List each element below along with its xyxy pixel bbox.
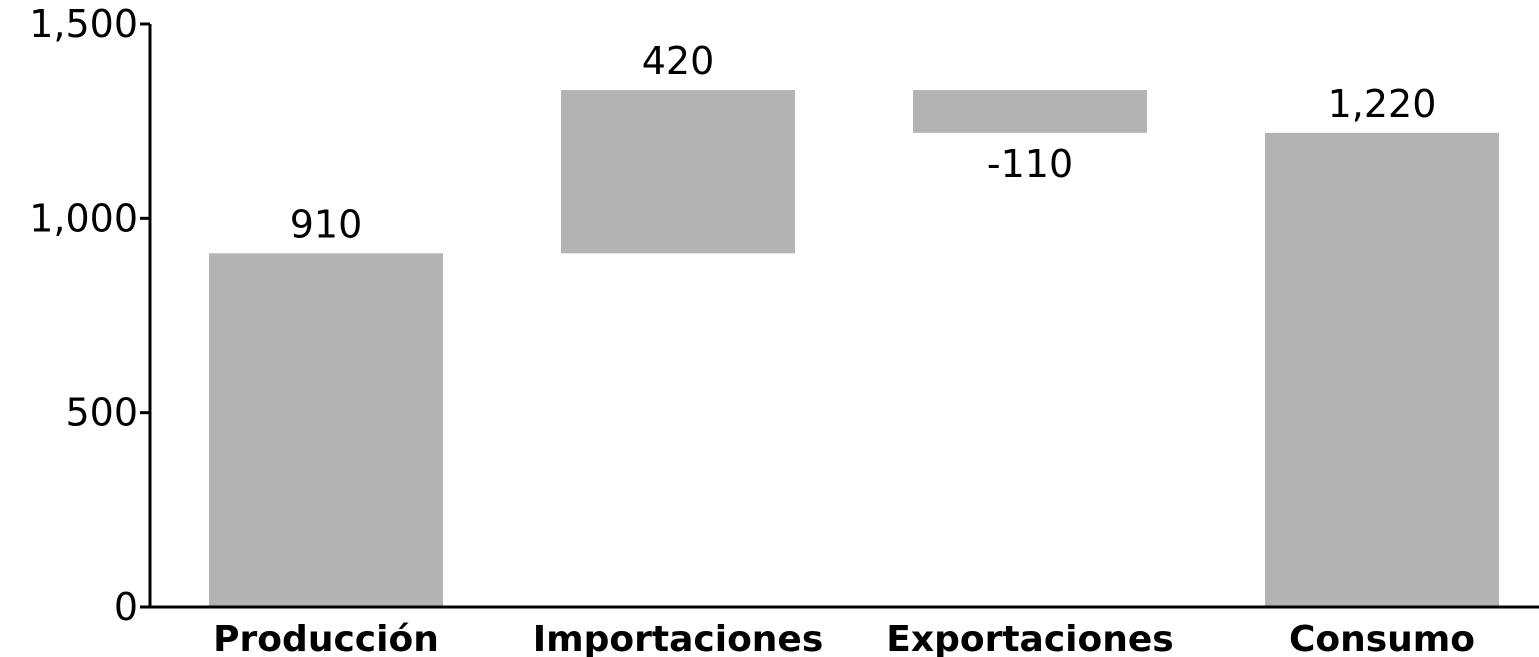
y-tick-label: 1,000 xyxy=(29,196,138,240)
data-labels-group: 910 420 -110 1,220 xyxy=(290,39,1437,246)
bar-exportaciones xyxy=(913,90,1147,133)
x-category-label: Consumo xyxy=(1289,619,1475,657)
x-category-label: Exportaciones xyxy=(886,619,1173,657)
bar-importaciones xyxy=(561,90,795,254)
y-tick-label: 1,500 xyxy=(29,2,138,46)
data-label: -110 xyxy=(987,142,1073,186)
data-label: 1,220 xyxy=(1328,82,1437,126)
x-category-label: Producción xyxy=(213,619,439,657)
axes-group xyxy=(140,24,1539,609)
data-label: 420 xyxy=(642,39,715,83)
x-category-label: Importaciones xyxy=(533,619,824,657)
bar-consumo xyxy=(1265,132,1499,607)
y-tick-label: 500 xyxy=(65,391,138,435)
y-ticks-group: 0 500 1,000 1,500 xyxy=(29,2,150,629)
bar-producción xyxy=(209,253,443,607)
y-tick-label: 0 xyxy=(114,585,138,629)
bars-group xyxy=(209,90,1499,607)
x-labels-group: Producción Importaciones Exportaciones Cons… xyxy=(213,619,1475,657)
data-label: 910 xyxy=(290,202,363,246)
